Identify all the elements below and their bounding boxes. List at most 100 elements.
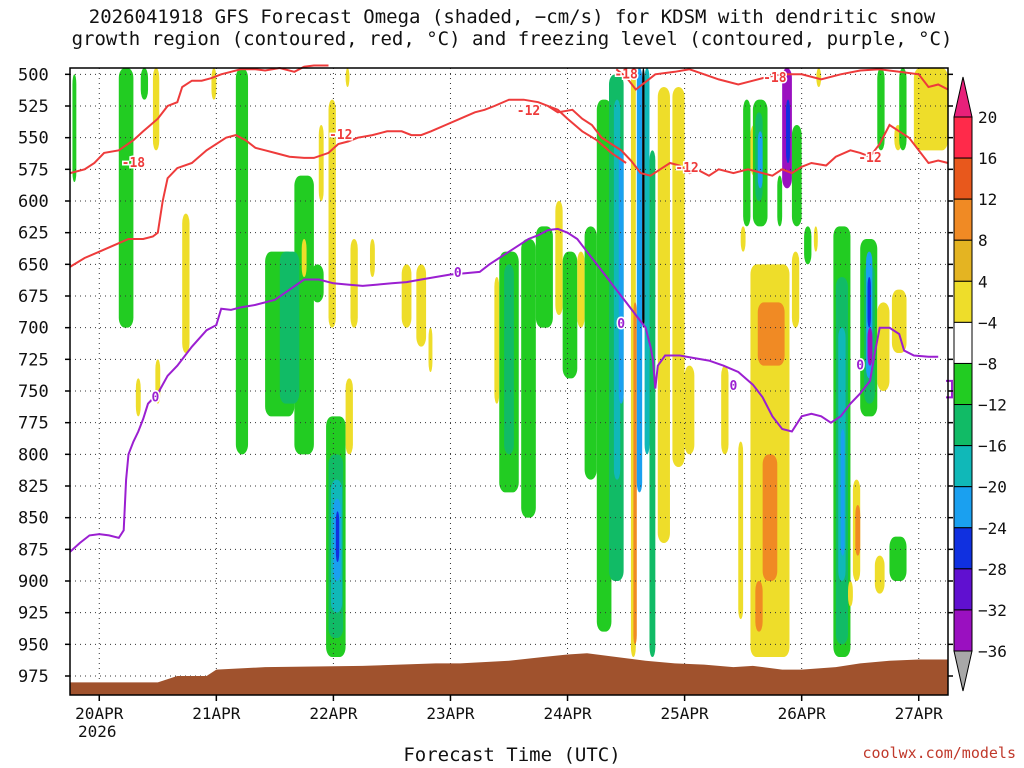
y-tick-label: 925 bbox=[18, 604, 49, 624]
colorbar-swatch bbox=[953, 486, 973, 529]
colorbar-label: −20 bbox=[978, 478, 1007, 497]
omega-shaded-cell bbox=[311, 264, 324, 303]
x-tick-label: 21APR bbox=[192, 704, 241, 723]
omega-shaded-cell bbox=[504, 264, 514, 455]
colorbar-swatch bbox=[953, 609, 973, 652]
omega-shaded-cell bbox=[140, 68, 149, 100]
omega-shaded-cell bbox=[777, 175, 783, 227]
colorbar-label: −8 bbox=[978, 354, 997, 373]
colorbar-label: −28 bbox=[978, 560, 1007, 579]
x-tick-label: 25APR bbox=[661, 704, 710, 723]
x-tick-label: 24APR bbox=[543, 704, 592, 723]
colorbar-label: 4 bbox=[978, 272, 988, 291]
omega-shaded-cell bbox=[755, 581, 763, 632]
contour-line bbox=[69, 98, 949, 268]
omega-shaded-cell bbox=[791, 251, 800, 328]
y-tick-label: 625 bbox=[18, 224, 49, 244]
omega-shading-layer bbox=[72, 68, 948, 658]
contour-line bbox=[615, 68, 949, 91]
contour-label-layer: -18 -12 -12 -18 -12 -18 -12 0 0 0 0 0 bbox=[120, 66, 883, 407]
omega-shaded-cell bbox=[649, 150, 656, 658]
omega-shaded-cell bbox=[182, 213, 190, 353]
omega-shaded-cell bbox=[684, 365, 695, 455]
omega-shaded-cell bbox=[633, 302, 637, 645]
y-tick-label: 650 bbox=[18, 255, 49, 275]
y-tick-label: 775 bbox=[18, 414, 49, 434]
colorbar-label: −16 bbox=[978, 437, 1007, 456]
contour-label: -12 bbox=[675, 161, 698, 176]
x-tick-label: 22APR bbox=[309, 704, 358, 723]
omega-shaded-cell bbox=[899, 68, 907, 151]
colorbar-swatch bbox=[953, 239, 973, 282]
omega-shaded-cell bbox=[867, 277, 871, 328]
colorbar: 20 16 12 8 4 −4 −8 −12 −16 −20 −24 −28 −32 −36 bbox=[953, 76, 1007, 692]
omega-shaded-cell bbox=[738, 441, 744, 619]
colorbar-label: −36 bbox=[978, 642, 1007, 661]
omega-shaded-cell bbox=[877, 68, 885, 151]
colorbar-swatch bbox=[953, 568, 973, 611]
contour-label: 0 bbox=[729, 379, 737, 394]
colorbar-swatch bbox=[953, 527, 973, 570]
omega-shaded-cell bbox=[584, 226, 597, 480]
contour-label: 0 bbox=[856, 359, 864, 374]
x-tick-label: 20APR bbox=[75, 704, 124, 723]
omega-shaded-cell bbox=[72, 74, 77, 182]
omega-shaded-cell bbox=[867, 327, 873, 366]
omega-shaded-cell bbox=[740, 226, 746, 252]
contour-label: 0 bbox=[617, 317, 625, 332]
omega-shaded-cell bbox=[913, 68, 948, 151]
omega-shaded-cell bbox=[889, 536, 907, 581]
omega-shaded-cell bbox=[874, 555, 885, 594]
omega-shaded-cell bbox=[135, 378, 141, 417]
omega-shaded-cell bbox=[345, 68, 350, 87]
contour-label: -18 bbox=[614, 67, 638, 82]
omega-shaded-cell bbox=[416, 264, 427, 347]
omega-shaded-cell bbox=[535, 226, 553, 328]
omega-shaded-cell bbox=[328, 99, 336, 328]
x-tick-label: 23APR bbox=[426, 704, 475, 723]
y-tick-label: 950 bbox=[18, 635, 49, 655]
y-tick-label: 875 bbox=[18, 540, 49, 560]
contour-label: -12 bbox=[858, 151, 881, 166]
omega-shaded-cell bbox=[521, 239, 536, 518]
colorbar-swatch bbox=[953, 198, 973, 241]
axes-layer: 500 525 550 575 600 625 650 675 700 725 750 775 800 8… bbox=[18, 65, 953, 741]
omega-shaded-cell bbox=[350, 239, 358, 328]
colorbar-top-arrow bbox=[953, 76, 973, 118]
credit-text: coolwx.com/models bbox=[862, 744, 1016, 762]
omega-shaded-cell bbox=[657, 87, 670, 543]
colorbar-label: 16 bbox=[978, 149, 997, 168]
omega-shaded-cell bbox=[335, 511, 340, 562]
contour-label: -18 bbox=[122, 156, 146, 171]
colorbar-label: 12 bbox=[978, 190, 997, 209]
colorbar-label: 8 bbox=[978, 231, 988, 250]
y-tick-label: 675 bbox=[18, 287, 49, 307]
omega-shaded-cell bbox=[816, 68, 822, 87]
omega-shaded-cell bbox=[721, 365, 729, 455]
omega-shaded-cell bbox=[618, 150, 624, 404]
omega-shaded-cell bbox=[891, 289, 907, 353]
y-tick-label: 550 bbox=[18, 129, 49, 149]
omega-shaded-cell bbox=[642, 68, 645, 328]
omega-shaded-cell bbox=[757, 302, 785, 366]
omega-shaded-cell bbox=[555, 201, 563, 315]
y-tick-label: 500 bbox=[18, 65, 49, 85]
colorbar-label: −32 bbox=[978, 601, 1007, 620]
colorbar-label: 20 bbox=[978, 108, 997, 127]
x-tick-sublabel: 2026 bbox=[78, 722, 117, 741]
omega-shaded-cell bbox=[345, 378, 353, 455]
y-tick-label: 825 bbox=[18, 477, 49, 497]
colorbar-swatch bbox=[953, 321, 973, 364]
omega-shaded-cell bbox=[152, 68, 160, 151]
terrain-layer bbox=[70, 653, 948, 695]
contour-label: 0 bbox=[454, 266, 462, 281]
omega-shaded-cell bbox=[791, 125, 802, 227]
omega-shaded-cell bbox=[494, 277, 500, 404]
omega-shaded-cell bbox=[369, 239, 375, 277]
colorbar-swatch bbox=[953, 404, 973, 447]
contour-label: -12 bbox=[329, 128, 352, 143]
y-tick-label: 725 bbox=[18, 350, 49, 370]
colorbar-label: −4 bbox=[978, 313, 997, 332]
x-tick-label: 26APR bbox=[778, 704, 827, 723]
